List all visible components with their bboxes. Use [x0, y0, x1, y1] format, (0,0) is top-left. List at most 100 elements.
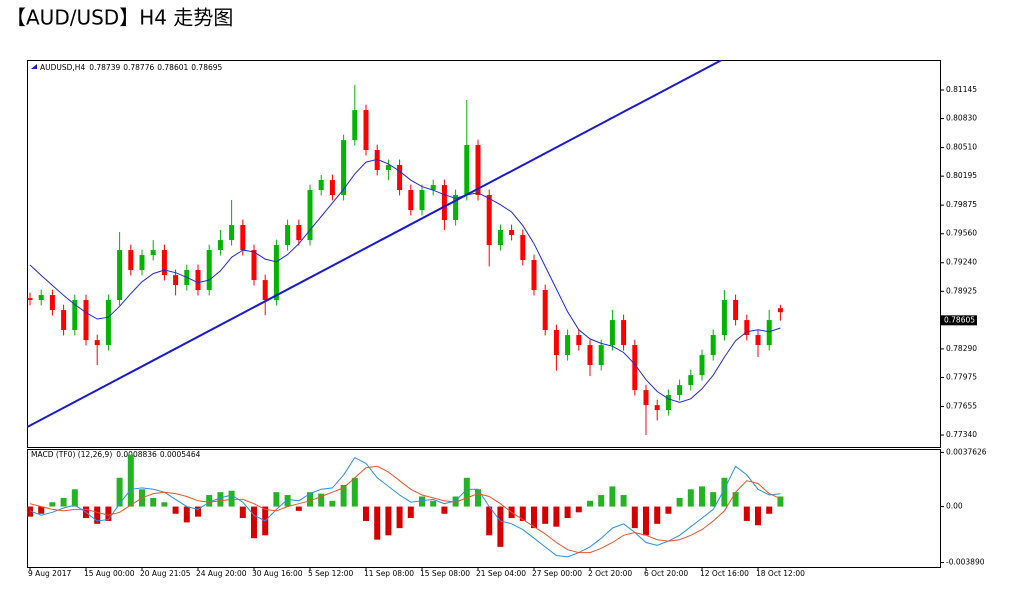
- macd-histogram-bar: [766, 506, 773, 514]
- candle-body: [285, 225, 291, 246]
- macd-histogram-bar: [239, 506, 246, 519]
- macd-histogram-bar: [396, 506, 403, 529]
- x-tick-label: 20 Aug 21:05: [140, 569, 191, 578]
- signal-line: [29, 465, 781, 554]
- candle-body: [430, 185, 436, 191]
- signal-last: 0.0005464: [160, 450, 201, 459]
- macd-histogram-bar: [351, 477, 358, 507]
- macd-y-tick-label: 0.00: [946, 502, 963, 511]
- macd-histogram-bar: [116, 477, 123, 507]
- candle-body: [161, 250, 167, 276]
- x-tick-label: 24 Aug 20:00: [196, 569, 247, 578]
- candle-body: [139, 255, 145, 271]
- candle-body: [688, 375, 694, 386]
- candle-body: [576, 335, 582, 346]
- candle-body: [441, 185, 447, 221]
- macd-histogram-bar: [385, 506, 392, 536]
- macd-histogram-bar: [206, 495, 213, 507]
- x-tick-label: 6 Oct 20:00: [644, 569, 688, 578]
- candle-body: [587, 345, 593, 366]
- candle-body: [509, 230, 515, 236]
- macd-histogram-bar: [374, 506, 381, 540]
- candle-body: [397, 165, 403, 191]
- macd-histogram-bar: [777, 496, 784, 507]
- y-tick-label: 0.80510: [946, 143, 977, 152]
- candle-body: [520, 235, 526, 261]
- macd-histogram-bar: [430, 500, 437, 507]
- x-tick-label: 15 Aug 00:00: [84, 569, 135, 578]
- macd-histogram-bar: [721, 477, 728, 507]
- macd-histogram-bar: [441, 506, 448, 514]
- macd-last: 0.0008836: [116, 450, 157, 459]
- candle-body: [766, 320, 772, 346]
- candle-body: [565, 335, 571, 356]
- macd-histogram-bar: [631, 506, 638, 529]
- candle-body: [150, 250, 156, 256]
- moving-average: [29, 158, 781, 403]
- info-high: 0.78776: [123, 63, 154, 72]
- last-price-label: 0.78605: [944, 315, 975, 324]
- macd-histogram-bar: [564, 506, 571, 519]
- macd-histogram-bar: [575, 506, 582, 513]
- y-tick-label: 0.77655: [946, 401, 977, 410]
- candle-body: [408, 190, 414, 211]
- macd-line: [29, 456, 781, 558]
- candle-body: [128, 250, 134, 271]
- candle-body: [542, 290, 548, 331]
- candle-body: [531, 260, 537, 291]
- macd-histogram-bar: [475, 489, 481, 507]
- macd-histogram-bar: [665, 506, 672, 514]
- candle-body: [262, 280, 268, 301]
- y-tick-label: 0.77340: [946, 430, 977, 439]
- x-tick-label: 27 Sep 00:00: [532, 569, 582, 578]
- y-tick-label: 0.81145: [946, 85, 977, 94]
- candle-body: [721, 300, 727, 336]
- macd-histogram-bar: [161, 502, 168, 507]
- candle-body: [206, 250, 212, 291]
- macd-histogram-bar: [743, 506, 750, 521]
- macd-histogram-bar: [284, 495, 291, 507]
- candle-body: [598, 345, 604, 366]
- candle-body: [251, 250, 257, 281]
- macd-panel: [27, 449, 941, 568]
- macd-histogram-bar: [318, 493, 325, 507]
- macd-histogram-bar: [329, 500, 336, 507]
- macd-histogram-bar: [295, 506, 302, 511]
- candle-body: [385, 165, 391, 170]
- candle-body: [307, 190, 313, 241]
- x-tick-label: 15 Sep 08:00: [420, 569, 470, 578]
- candle-body: [352, 110, 358, 141]
- macd-histogram-bar: [105, 506, 112, 521]
- macd-histogram-bar: [463, 477, 470, 507]
- candle-body: [733, 300, 739, 321]
- candle-body: [240, 225, 246, 251]
- symbol-label: AUDUSD,H4: [40, 63, 85, 72]
- macd-histogram-bar: [620, 495, 627, 507]
- x-tick-label: 5 Sep 12:00: [308, 569, 354, 578]
- macd-histogram-bar: [452, 496, 459, 507]
- candle-body: [117, 250, 123, 301]
- macd-histogram-bar: [228, 490, 235, 507]
- macd-histogram-bar: [217, 492, 224, 507]
- candle-body: [710, 335, 716, 356]
- macd-histogram-bar: [307, 492, 313, 507]
- candle-body: [609, 320, 615, 346]
- candle-body: [654, 405, 660, 411]
- macd-histogram-bar: [340, 484, 347, 507]
- y-tick-label: 0.79560: [946, 229, 977, 238]
- candle-body: [273, 245, 279, 301]
- macd-histogram-bar: [587, 500, 593, 507]
- x-tick-label: 11 Sep 08:00: [364, 569, 414, 578]
- candle-body: [61, 310, 67, 331]
- macd-histogram-bar: [643, 506, 649, 536]
- y-tick-label: 0.80830: [946, 114, 977, 123]
- candle-body: [217, 240, 223, 251]
- candle-body: [229, 225, 235, 241]
- candle-body: [27, 298, 33, 301]
- candle-body: [83, 300, 89, 341]
- x-tick-label: 21 Sep 04:00: [476, 569, 526, 578]
- y-tick-label: 0.77975: [946, 372, 977, 381]
- candle-body: [374, 150, 380, 170]
- macd-histogram-bar: [654, 506, 661, 524]
- macd-histogram-bar: [183, 506, 190, 523]
